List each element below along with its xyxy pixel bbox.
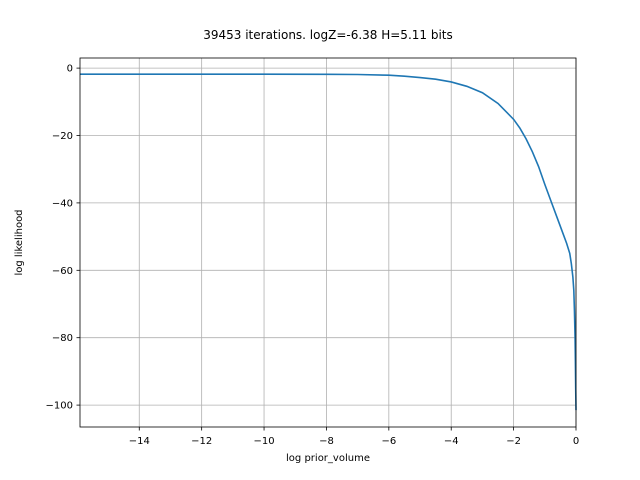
series-line — [80, 73, 577, 411]
y-tick-label: −80 — [52, 333, 73, 344]
x-axis-title: log prior_volume — [286, 453, 370, 464]
chart-title: 39453 iterations. logZ=-6.38 H=5.11 bits — [203, 28, 453, 42]
y-tick-label: −20 — [52, 131, 73, 142]
x-tick-label: −6 — [381, 436, 396, 447]
y-tick-label: −40 — [52, 198, 73, 209]
x-tick-label: −12 — [191, 436, 212, 447]
y-tick-label: 0 — [67, 64, 73, 75]
y-tick-label: −100 — [46, 401, 73, 412]
x-tick-label: −4 — [444, 436, 459, 447]
x-tick-label: −10 — [253, 436, 274, 447]
x-tick-label: −8 — [319, 436, 334, 447]
y-axis-title: log likelihood — [14, 209, 25, 275]
x-tick-label: −14 — [129, 436, 150, 447]
x-tick-label: −2 — [506, 436, 521, 447]
plot-frame — [79, 57, 577, 428]
y-tick-label: −60 — [52, 266, 73, 277]
x-tick-label: 0 — [573, 436, 579, 447]
grid — [80, 58, 577, 427]
axis-ticks: −14 −12 −10 −8 −6 −4 −2 00−20−40−60−80−100 — [46, 64, 580, 447]
